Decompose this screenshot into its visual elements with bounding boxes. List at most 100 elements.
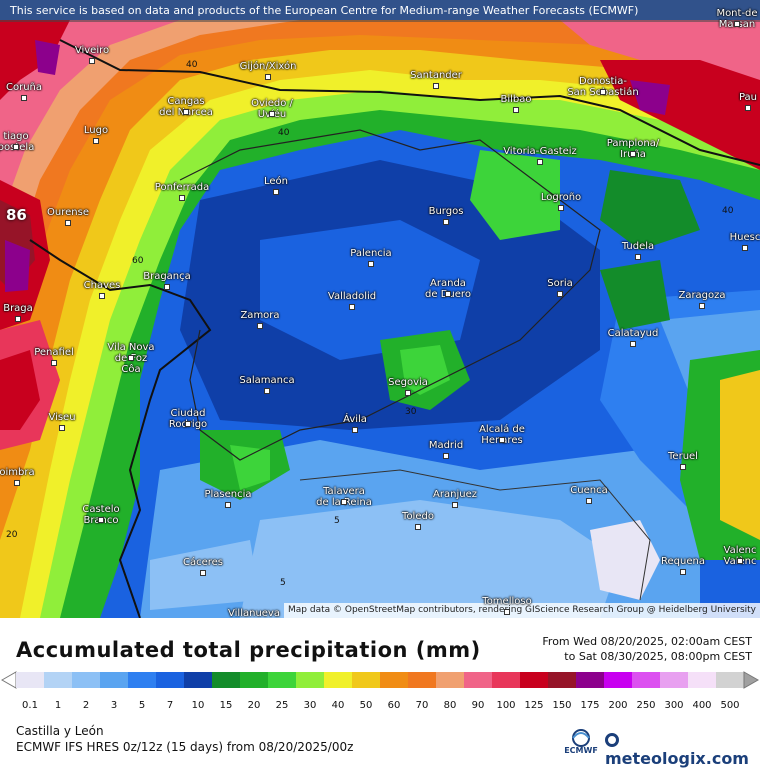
city-dot: [15, 316, 21, 322]
city-label[interactable]: Aranda de Duero: [425, 278, 471, 300]
city-label[interactable]: Segovia: [388, 377, 428, 388]
city-dot: [349, 304, 355, 310]
legend-tick-label: 175: [580, 700, 599, 710]
city-label[interactable]: Cuenca: [570, 485, 608, 496]
city-label[interactable]: Calatayud: [607, 328, 659, 339]
city-label[interactable]: Soria: [547, 278, 573, 289]
city-dot: [51, 360, 57, 366]
legend-tick-label: 40: [332, 700, 345, 710]
city-label[interactable]: Bragança: [143, 271, 191, 282]
city-label[interactable]: Lugo: [83, 125, 109, 136]
city-label[interactable]: Tudela: [621, 241, 655, 252]
city-label[interactable]: Braga: [3, 303, 33, 314]
legend-swatch: [632, 672, 661, 688]
city-label[interactable]: Toledo: [402, 511, 434, 522]
legend-tick-label: 5: [139, 700, 145, 710]
contour-label: 40: [278, 128, 290, 138]
legend-tick-label: 3: [111, 700, 117, 710]
ecmwf-logo-icon: [572, 729, 590, 747]
city-label[interactable]: Gijón/Xixón: [239, 61, 297, 72]
legend-swatch: [100, 672, 129, 688]
legend-swatch: [604, 672, 633, 688]
city-dot: [405, 390, 411, 396]
chart-title: Accumulated total precipitation (mm): [16, 638, 481, 662]
city-label[interactable]: Coruña: [5, 82, 43, 93]
city-label[interactable]: Pau: [738, 92, 758, 103]
city-label[interactable]: Donostia- San Sebastián: [567, 76, 639, 98]
city-label[interactable]: Teruel: [668, 451, 698, 462]
city-dot: [368, 261, 374, 267]
city-dot: [264, 388, 270, 394]
city-label[interactable]: Aranjuez: [433, 489, 477, 500]
legend-tick-label: 150: [552, 700, 571, 710]
city-dot: [445, 291, 451, 297]
legend-tick-label: 1: [55, 700, 61, 710]
city-dot: [59, 425, 65, 431]
city-label[interactable]: Santander: [410, 70, 462, 81]
city-dot: [737, 558, 743, 564]
precipitation-map[interactable]: This service is based on data and produc…: [0, 0, 760, 618]
city-label[interactable]: Viveiro: [74, 45, 110, 56]
city-dot: [630, 151, 636, 157]
city-label[interactable]: Bilbao: [500, 94, 532, 105]
city-dot: [452, 502, 458, 508]
ecmwf-logo-text: ECMWF: [564, 746, 598, 755]
city-label[interactable]: oimbra: [0, 467, 35, 478]
city-label[interactable]: Burgos: [428, 206, 464, 217]
city-label[interactable]: Zaragoza: [678, 290, 726, 301]
period-from: From Wed 08/20/2025, 02:00am CEST: [542, 635, 752, 648]
legend-tick-label: 400: [692, 700, 711, 710]
city-label[interactable]: Logroño: [540, 192, 582, 203]
data-disclaimer: This service is based on data and produc…: [0, 0, 760, 22]
city-label[interactable]: Zamora: [240, 310, 280, 321]
map-attribution: Map data © OpenStreetMap contributors, r…: [284, 603, 760, 618]
city-label[interactable]: Villanueva: [228, 608, 280, 618]
meteologix-logo[interactable]: meteologix.com: [605, 730, 760, 768]
city-label[interactable]: Plasencia: [204, 489, 252, 500]
city-dot: [513, 107, 519, 113]
legend-tick-label: 125: [524, 700, 543, 710]
legend-swatch: [184, 672, 213, 688]
city-label[interactable]: Madrid: [428, 440, 464, 451]
city-label[interactable]: Vila Nova de Foz Côa: [107, 342, 155, 375]
legend-tick-label: 90: [472, 700, 485, 710]
city-label[interactable]: Salamanca: [239, 375, 295, 386]
legend-tick-label: 30: [304, 700, 317, 710]
city-label[interactable]: Ávila: [343, 414, 367, 425]
city-dot: [586, 498, 592, 504]
city-dot: [265, 74, 271, 80]
city-label[interactable]: Vitoria-Gasteiz: [503, 146, 577, 157]
city-label[interactable]: Tomelloso: [482, 596, 532, 607]
contour-label: 5: [280, 578, 286, 588]
legend-swatch: [324, 672, 353, 688]
city-label[interactable]: Ponferrada: [154, 182, 210, 193]
forecast-period: From Wed 08/20/2025, 02:00am CEST to Sat…: [542, 634, 752, 664]
city-label[interactable]: Cangas del Narcea: [159, 96, 213, 118]
city-dot: [13, 144, 19, 150]
city-dot: [273, 189, 279, 195]
city-label[interactable]: Talavera de la Reina: [316, 486, 372, 508]
legend-tick-label: 250: [636, 700, 655, 710]
legend-swatch: [520, 672, 549, 688]
legend-swatch: [464, 672, 493, 688]
legend-swatch: [576, 672, 605, 688]
legend-swatch: [268, 672, 297, 688]
city-label[interactable]: Palencia: [350, 248, 392, 259]
city-label[interactable]: León: [263, 176, 289, 187]
city-dot: [179, 195, 185, 201]
city-label[interactable]: Cáceres: [182, 557, 224, 568]
city-dot: [128, 355, 134, 361]
city-dot: [93, 138, 99, 144]
city-label[interactable]: Huesc: [729, 232, 760, 243]
city-label[interactable]: Chaves: [83, 280, 121, 291]
brand-text: meteologix.com: [605, 749, 749, 768]
city-label[interactable]: Valladolid: [327, 291, 377, 302]
legend-tick-label: 300: [664, 700, 683, 710]
city-label[interactable]: Viseu: [48, 412, 76, 423]
city-label[interactable]: Ourense: [47, 207, 89, 218]
city-label[interactable]: Requena: [661, 556, 705, 567]
city-label[interactable]: Penafiel: [34, 347, 74, 358]
model-info: ECMWF IFS HRES 0z/12z (15 days) from 08/…: [16, 740, 354, 754]
contour-label: 60: [132, 256, 144, 266]
ecmwf-logo[interactable]: ECMWF: [560, 726, 602, 756]
